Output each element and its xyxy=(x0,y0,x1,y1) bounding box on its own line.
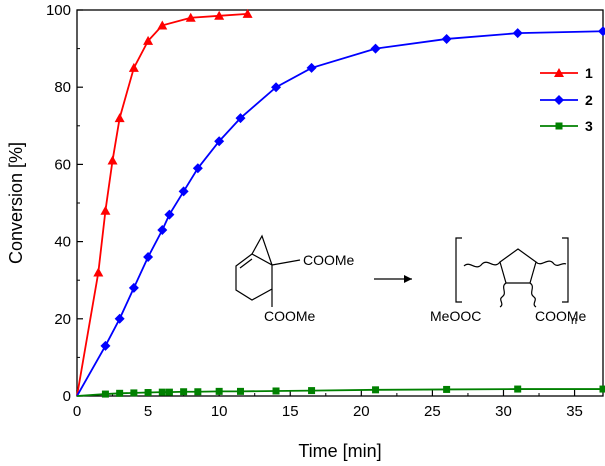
x-tick-label: 25 xyxy=(424,403,441,420)
legend-label-1: 1 xyxy=(585,65,593,81)
series-3-line xyxy=(76,388,603,397)
reaction-arrow xyxy=(374,275,412,283)
series-2 xyxy=(76,26,605,397)
series-2-point xyxy=(164,209,175,220)
series-1-point xyxy=(242,8,253,18)
x-tick-label: 30 xyxy=(495,403,512,420)
series-3-point xyxy=(599,385,605,393)
polymer-ester-right: COOMe xyxy=(535,308,587,324)
series-1-line xyxy=(76,12,248,397)
series-3-point xyxy=(215,387,223,395)
y-tick-label: 20 xyxy=(54,311,71,328)
x-tick-label: 15 xyxy=(282,403,299,420)
series-3-point xyxy=(116,389,124,397)
series-1-point xyxy=(100,205,111,215)
y-tick-label: 60 xyxy=(54,156,71,173)
y-tick-label: 0 xyxy=(63,388,71,405)
series-layer xyxy=(76,8,605,398)
series-2-point xyxy=(143,252,154,263)
series-3-point xyxy=(180,388,188,396)
series-1-point xyxy=(107,155,118,165)
monomer-structure xyxy=(235,234,301,307)
x-tick-label: 5 xyxy=(144,403,152,420)
x-tick-label: 0 xyxy=(73,403,81,420)
x-tick-label: 10 xyxy=(211,403,228,420)
polymer-ester-left: MeOOC xyxy=(430,308,481,324)
series-3-point xyxy=(101,390,109,398)
y-axis-title: Conversion [%] xyxy=(6,142,26,264)
series-3-point xyxy=(158,388,166,396)
series-3-point xyxy=(130,389,138,397)
series-1-point xyxy=(214,10,225,20)
plot-axes: 0 5 10 15 20 25 30 35 0 20 40 60 80 100 xyxy=(46,2,604,420)
legend-label-2: 2 xyxy=(585,92,593,108)
x-tick-label: 35 xyxy=(566,403,583,420)
series-1-point xyxy=(93,267,104,277)
plot-frame xyxy=(76,9,604,397)
legend-label-3: 3 xyxy=(585,118,593,134)
series-2-point xyxy=(598,26,605,37)
series-3-point xyxy=(443,385,451,393)
series-3 xyxy=(76,385,605,398)
series-2-point xyxy=(271,82,282,93)
series-2-point xyxy=(100,340,111,351)
series-2-point xyxy=(192,163,203,174)
reaction-scheme: COOMe COOMe n MeOOC COOMe xyxy=(235,234,587,327)
series-3-point xyxy=(272,387,280,395)
y-tick-label: 100 xyxy=(46,2,71,19)
series-1-point xyxy=(114,113,125,123)
series-3-point xyxy=(514,385,522,393)
series-2-point xyxy=(306,62,317,73)
series-3-point xyxy=(308,387,316,395)
series-3-point xyxy=(372,386,380,394)
series-2-point xyxy=(114,313,125,324)
y-tick-label: 40 xyxy=(54,234,71,251)
series-2-point xyxy=(214,136,225,147)
series-2-line xyxy=(76,30,604,397)
series-2-point xyxy=(178,186,189,197)
y-tick-label: 80 xyxy=(54,79,71,96)
series-1-point xyxy=(143,35,154,45)
series-2-point xyxy=(370,43,381,54)
monomer-ester-bottom: COOMe xyxy=(264,308,316,324)
series-2-point xyxy=(235,113,246,124)
series-1-point xyxy=(185,12,196,22)
series-1 xyxy=(76,8,253,397)
series-3-point xyxy=(194,388,202,396)
series-1-point xyxy=(128,62,139,72)
legend-marker-2 xyxy=(554,95,564,105)
legend-marker-3 xyxy=(555,122,563,130)
series-2-point xyxy=(441,33,452,44)
monomer-ester-top: COOMe xyxy=(303,252,355,268)
series-1-point xyxy=(157,20,168,30)
series-3-point xyxy=(165,388,173,396)
series-3-point xyxy=(144,389,152,397)
series-2-point xyxy=(128,282,139,293)
x-tick-label: 20 xyxy=(353,403,370,420)
series-2-point xyxy=(512,28,523,39)
polymer-repeat-subscript: n xyxy=(571,315,577,327)
x-axis-title: Time [min] xyxy=(298,441,381,461)
series-3-point xyxy=(236,387,244,395)
polymer-structure xyxy=(455,237,569,308)
series-2-point xyxy=(157,225,168,236)
legend-marker-1 xyxy=(554,68,564,77)
legend: 1 2 3 xyxy=(540,65,593,134)
